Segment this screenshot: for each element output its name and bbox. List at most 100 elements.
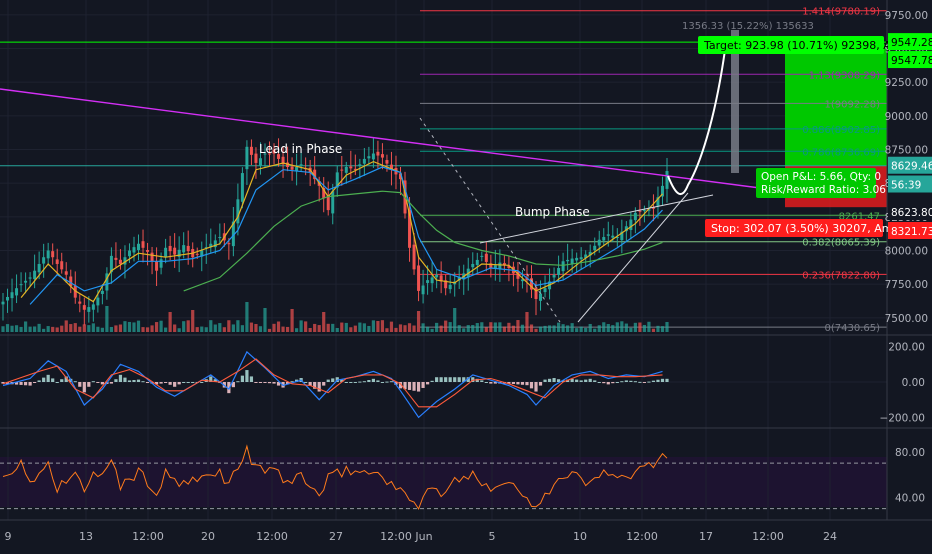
volume-bar <box>55 327 59 332</box>
macd-histogram-bar <box>182 382 186 383</box>
volume-bar <box>240 325 245 332</box>
macd-histogram-bar <box>245 370 249 382</box>
volume-bar <box>177 328 181 332</box>
candle <box>353 168 357 170</box>
macd-histogram-bar <box>87 382 91 387</box>
measure-bar[interactable] <box>731 30 739 173</box>
macd-histogram-bar <box>317 382 321 392</box>
volume-bar <box>593 328 597 332</box>
macd-histogram-bar <box>529 382 534 389</box>
target-label-box[interactable] <box>698 36 884 54</box>
volume-bar <box>367 325 371 332</box>
macd-histogram-bar <box>55 382 59 383</box>
volume-bar <box>453 308 457 332</box>
candle <box>236 199 240 224</box>
candle <box>408 209 412 248</box>
macd-histogram-bar <box>380 382 385 383</box>
volume-bar <box>258 326 263 332</box>
candle <box>299 164 303 166</box>
candle <box>398 173 402 180</box>
volume-bar <box>466 325 470 332</box>
volume-bar <box>285 326 290 332</box>
candle <box>430 277 434 284</box>
volume-bar <box>502 326 506 332</box>
candle <box>231 221 235 247</box>
volume-bar <box>403 325 407 332</box>
volume-bar <box>1 326 5 332</box>
macd-histogram-bar <box>471 377 475 382</box>
candle <box>64 271 68 275</box>
candle <box>146 250 150 252</box>
time-axis-tick: 20 <box>201 530 215 543</box>
volume-bar <box>299 320 303 332</box>
macd-histogram-bar <box>651 380 656 382</box>
macd-histogram-bar <box>19 382 23 385</box>
macd-pane <box>0 334 932 419</box>
candle <box>132 247 136 253</box>
candle <box>520 279 524 282</box>
price-tags: 9547.28 9547.78 8629.46 56:39 8623.80 8321.73 <box>888 33 932 239</box>
pnl-label-box[interactable] <box>756 168 876 198</box>
candle <box>539 293 543 301</box>
candle <box>579 257 583 260</box>
macd-histogram-bar <box>638 381 642 383</box>
macd-histogram-bar <box>258 382 263 383</box>
macd-histogram-bar <box>91 381 95 383</box>
candle <box>218 237 222 239</box>
macd-histogram-bar <box>290 381 294 383</box>
volume-bar <box>195 327 199 332</box>
macd-histogram-bar <box>665 378 669 382</box>
candle <box>141 241 145 248</box>
macd-histogram-bar <box>227 382 231 394</box>
volume-bar <box>200 326 204 332</box>
macd-histogram-bar <box>615 382 619 383</box>
volume-bar <box>19 326 23 332</box>
volume-bar <box>127 321 132 332</box>
price-candles <box>1 137 669 326</box>
volume-bar <box>236 320 240 332</box>
volume-bar <box>209 320 213 332</box>
candle <box>173 247 177 255</box>
candle <box>647 209 651 211</box>
volume-bar <box>407 323 412 332</box>
bump-upper-line[interactable] <box>479 194 714 244</box>
candle <box>367 156 371 159</box>
volume-bar <box>484 327 488 332</box>
volume-bar <box>575 328 579 332</box>
volume-bar <box>132 322 136 332</box>
price-axis-tick: 8750.00 <box>885 144 928 156</box>
macd-histogram-bar <box>444 377 448 382</box>
candle <box>376 151 380 156</box>
stop-label-box[interactable] <box>705 219 883 237</box>
macd-histogram-bar <box>340 379 344 382</box>
macd-histogram-bar <box>556 379 561 382</box>
candle <box>123 257 127 265</box>
candle <box>516 271 520 279</box>
volume-bar <box>660 326 665 332</box>
macd-histogram-bar <box>240 375 245 382</box>
descending-trendline[interactable] <box>0 88 761 189</box>
candle <box>349 166 353 169</box>
volume-bar <box>439 325 443 332</box>
volume-bar <box>638 322 642 332</box>
candle <box>1 301 5 305</box>
macd-histogram-bar <box>561 380 565 382</box>
volume-bar <box>91 323 95 332</box>
price-tag-box <box>888 203 932 220</box>
macd-histogram-bar <box>114 379 118 382</box>
volume-bar <box>51 326 55 332</box>
candle <box>46 250 50 259</box>
projection-arrow[interactable] <box>667 49 726 196</box>
bump-lower-line[interactable] <box>577 192 689 323</box>
fib-label-1: 1(9092.28) <box>824 99 880 110</box>
volume-bar <box>416 311 421 332</box>
macd-histogram-bar <box>5 382 10 384</box>
candle <box>475 259 479 265</box>
macd-histogram-bar <box>177 382 181 385</box>
price-axis-tick: 8000.00 <box>885 246 928 258</box>
bump-phase-label: Bump Phase <box>515 205 590 219</box>
volume-bar <box>529 324 534 332</box>
candle <box>51 251 55 258</box>
volume-bar <box>326 323 330 332</box>
